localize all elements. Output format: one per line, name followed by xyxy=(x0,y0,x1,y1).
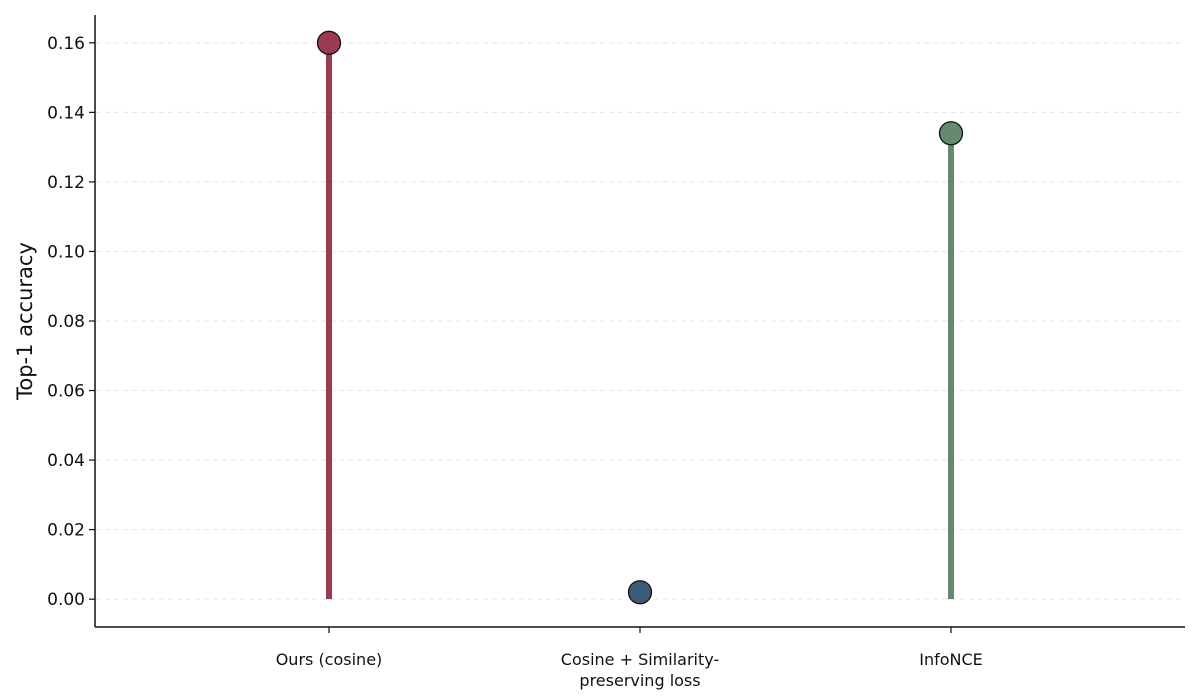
y-tick-label: 0.10 xyxy=(47,242,85,262)
markers xyxy=(316,30,964,605)
y-tick-label: 0.08 xyxy=(47,312,85,332)
x-tick-label: preserving loss xyxy=(579,671,700,690)
data-point xyxy=(316,30,342,55)
x-tick-label: Cosine + Similarity- xyxy=(561,650,719,669)
y-tick-label: 0.16 xyxy=(47,34,85,54)
x-tick-label: Ours (cosine) xyxy=(276,650,383,669)
y-tick-label: 0.00 xyxy=(47,590,85,610)
y-axis-ticks: 0.00 0.02 0.04 0.06 0.08 0.10 0.12 0.14 0.16 xyxy=(47,34,95,610)
y-axis-title: Top-1 accuracy xyxy=(13,242,37,401)
data-point xyxy=(938,121,964,146)
x-axis-labels: Ours (cosine) Cosine + Similarity-preserv… xyxy=(276,627,983,690)
x-tick-label: InfoNCE xyxy=(919,650,983,669)
data-point xyxy=(627,580,653,605)
y-tick-label: 0.14 xyxy=(47,103,85,123)
y-tick-label: 0.12 xyxy=(47,173,85,193)
y-tick-label: 0.04 xyxy=(47,451,85,471)
grid xyxy=(96,42,1185,600)
y-tick-label: 0.06 xyxy=(47,382,85,402)
y-tick-label: 0.02 xyxy=(47,521,85,541)
